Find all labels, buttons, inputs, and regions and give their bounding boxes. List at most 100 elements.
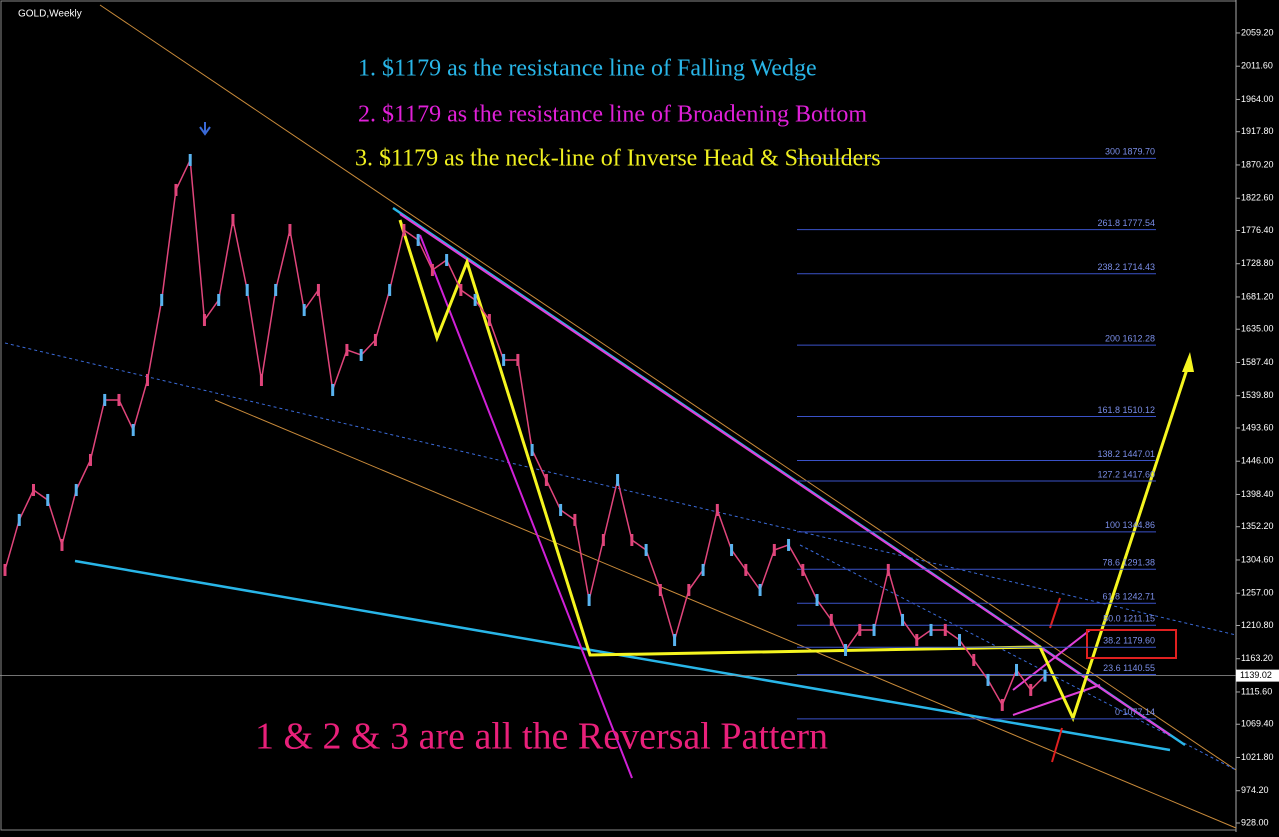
fib-label: 261.8 1777.54 [1097,218,1155,228]
price-bar [772,543,776,556]
fib-label: 0 1077.14 [1115,707,1155,717]
price-bar [815,593,819,606]
trend-line [99,4,1237,771]
y-tick-label: 1210.80 [1241,620,1274,630]
annotation: 3. $1179 as the neck-line of Inverse Hea… [355,146,881,172]
price-bar [701,563,705,576]
y-tick-label: 1352.20 [1241,521,1274,531]
price-bar [516,353,520,366]
fib-label: 200 1612.28 [1105,333,1155,343]
trend-line [799,544,1237,771]
price-bar [459,283,463,296]
price-bar [801,563,805,576]
price-bar [359,348,363,361]
y-tick-label: 1635.00 [1241,324,1274,334]
fib-label: 38.2 1179.60 [1103,636,1155,646]
price-bar [74,483,78,496]
price-bar [587,593,591,606]
price-bar [958,634,962,647]
y-tick-label: 1870.20 [1241,159,1274,169]
price-bar [88,453,92,466]
price-bar [915,634,919,647]
price-bar [231,213,235,226]
price-bar [530,443,534,456]
fib-label: 100 1344.86 [1105,520,1155,530]
fib-label: 161.8 1510.12 [1097,405,1155,415]
annotation: 2. $1179 as the resistance line of Broad… [358,102,867,128]
y-tick-label: 1398.40 [1241,489,1274,499]
price-bar [288,223,292,236]
price-bar [274,283,278,296]
broadening-line [1012,629,1091,691]
y-tick-label: 1822.60 [1241,193,1274,203]
pattern-path [398,219,1192,723]
price-bar [715,503,719,516]
price-bar [217,293,221,306]
price-bar [972,653,976,666]
y-tick-label: 1021.80 [1241,752,1274,762]
price-bar [872,623,876,636]
chart-title: GOLD,Weekly [18,9,82,20]
y-tick-label: 928.00 [1241,817,1269,827]
y-tick-label: 1964.00 [1241,94,1274,104]
fib-label: 238.2 1714.43 [1097,262,1155,272]
price-bar [430,264,434,277]
y-tick-label: 1115.60 [1241,686,1272,696]
fib-label: 61.8 1242.71 [1102,592,1155,602]
marker-arrow [199,122,211,136]
price-bar [787,538,791,551]
y-tick-label: 1728.80 [1241,258,1274,268]
price-bar [416,233,420,246]
price-bar [145,373,149,386]
fib-label: 138.2 1447.01 [1097,449,1155,459]
price-bar [345,343,349,356]
price-bar [858,623,862,636]
fib-label: 78.6 1291.38 [1102,558,1155,568]
arrow-head [1182,352,1194,372]
price-bar [31,483,35,496]
y-tick-label: 1587.40 [1241,357,1274,367]
fib-label: 23.6 1140.55 [1103,663,1155,673]
y-tick-label: 2011.60 [1241,61,1273,71]
annotation: 1. $1179 as the resistance line of Falli… [358,56,817,82]
fib-label: 127.2 1417.60 [1097,469,1155,479]
price-bar [1015,663,1019,676]
price-bar [202,314,206,327]
y-tick-label: 1917.80 [1241,126,1274,136]
price-bar [744,563,748,576]
price-bar [573,513,577,526]
broadening-line [1012,684,1101,716]
price-bar [259,373,263,386]
fib-label: 300 1879.70 [1105,147,1155,157]
price-bar [388,283,392,296]
price-bar [730,543,734,556]
y-tick-label: 1493.60 [1241,422,1274,432]
price-bar [943,623,947,636]
price-bar [601,534,605,547]
price-bar [673,634,677,647]
price-bar [103,393,107,406]
price-bar [758,584,762,597]
red-arrow [1051,727,1063,763]
price-bar [630,534,634,547]
price-bar [60,538,64,551]
price-bar [644,543,648,556]
price-bar [473,293,477,306]
price-series [3,154,1047,711]
price-bar [544,474,548,487]
current-price-label: 1139.02 [1240,670,1272,680]
price-bar [3,563,7,576]
highlight-box [1086,629,1177,659]
price-bar [687,584,691,597]
y-tick-label: 1776.40 [1241,225,1274,235]
y-tick-label: 1163.20 [1241,653,1273,663]
broadening-line [419,234,633,779]
trend-line [214,399,1237,829]
price-bar [445,254,449,267]
price-bar [658,584,662,597]
current-price-box [1236,669,1279,682]
y-tick-label: 1257.00 [1241,588,1274,598]
price-axis: 2059.20 2011.60 1964.00 1917.80 1870.20 1822.… [0,27,1279,827]
price-bar [616,474,620,487]
